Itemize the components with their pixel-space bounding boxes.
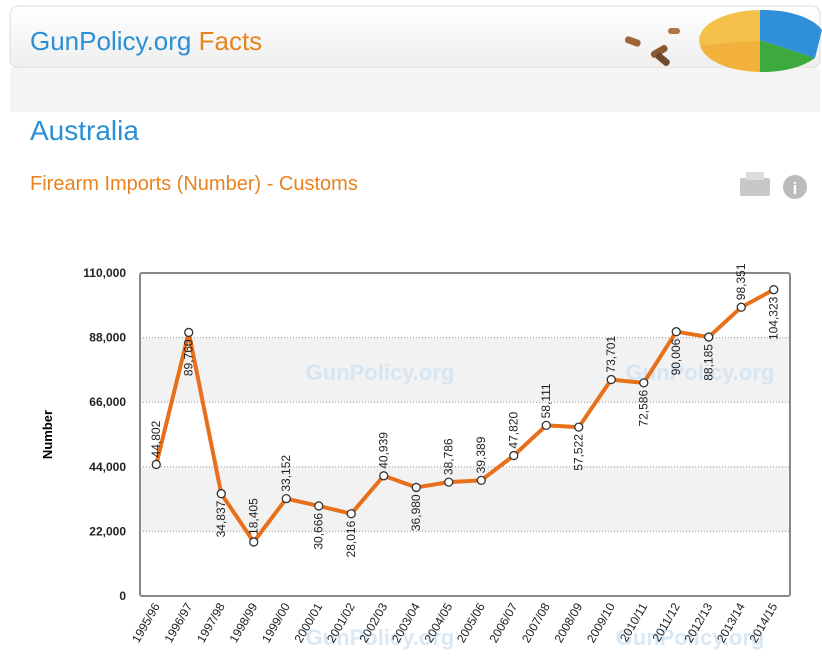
y-axis-label: Number: [40, 410, 55, 459]
x-tick-label: 2007/08: [519, 600, 553, 645]
data-label: 90,006: [669, 338, 683, 375]
data-label: 33,152: [279, 455, 293, 492]
data-point: [769, 285, 779, 295]
site-name: GunPolicy.org: [30, 26, 191, 56]
chart: 0 22,000 44,000 66,000 88,000 110,000 Number Gu…: [40, 263, 791, 650]
x-tick-label: 2006/07: [487, 600, 521, 645]
watermark: GunPolicy.org: [306, 360, 455, 385]
data-point: [184, 327, 194, 338]
data-label: 38,786: [442, 438, 456, 475]
x-tick-label: 1999/00: [259, 600, 293, 645]
y-tick-label: 44,000: [89, 460, 126, 474]
site-suffix: Facts: [199, 26, 263, 56]
data-point: [476, 475, 486, 485]
logo-art: [624, 9, 822, 73]
chart-subtitle: Firearm Imports (Number) - Customs: [30, 173, 358, 195]
data-label: 39,389: [474, 436, 488, 473]
data-point: [541, 420, 551, 431]
y-tick-label: 110,000: [83, 266, 126, 280]
data-label: 104,323: [767, 296, 781, 340]
x-tick-label: 2009/10: [584, 600, 618, 645]
data-point: [411, 482, 421, 493]
data-label: 89,760: [182, 339, 196, 376]
data-label: 98,351: [734, 263, 748, 300]
data-point: [346, 509, 356, 519]
y-tick-label: 66,000: [89, 395, 126, 409]
grid-band: [140, 466, 790, 532]
data-point: [606, 374, 616, 385]
data-point: [509, 450, 519, 461]
info-icon[interactable]: i: [783, 175, 807, 199]
x-tick-label: 2008/09: [552, 600, 586, 645]
data-label: 36,980: [409, 494, 423, 531]
data-line: [154, 287, 775, 544]
x-tick-label: 1995/96: [129, 600, 163, 645]
data-point: [639, 378, 649, 388]
x-tick-label: 1997/98: [194, 600, 228, 645]
data-label: 28,016: [344, 520, 358, 557]
svg-text:i: i: [793, 179, 798, 198]
data-label: 73,701: [604, 336, 618, 373]
data-label: 40,939: [377, 432, 391, 469]
data-point: [379, 471, 389, 481]
data-label: 47,820: [507, 412, 521, 449]
country-title: Australia: [30, 115, 139, 146]
data-point: [216, 489, 226, 499]
data-point: [249, 537, 259, 547]
data-label: 30,666: [312, 513, 326, 550]
data-label: 88,185: [702, 344, 716, 381]
data-point: [151, 459, 161, 470]
plot-area: [140, 273, 790, 596]
header-strip: [10, 68, 820, 112]
y-tick-label: 88,000: [89, 331, 126, 345]
x-tick-label: 1996/97: [162, 600, 196, 645]
data-point: [314, 501, 324, 511]
data-point: [281, 494, 291, 504]
data-point: [574, 422, 584, 432]
data-label: 18,405: [247, 498, 261, 535]
watermark: GunPolicy.org: [306, 625, 455, 650]
data-point: [704, 332, 714, 342]
data-point: [736, 302, 746, 312]
plot-border: [139, 272, 791, 597]
x-tick-label: 1998/99: [227, 600, 261, 645]
data-label: 34,837: [214, 500, 228, 537]
data-label: 57,522: [572, 434, 586, 471]
data-point: [671, 327, 681, 337]
site-title: GunPolicy.org Facts: [30, 26, 262, 56]
y-tick-label: 0: [119, 589, 126, 603]
x-tick-label: 2005/06: [454, 600, 488, 645]
data-label: 58,111: [539, 383, 553, 418]
print-icon[interactable]: [740, 172, 770, 196]
y-tick-label: 22,000: [89, 524, 126, 538]
grid-band: [140, 337, 790, 403]
data-label: 72,586: [637, 390, 651, 427]
data-label: 44,802: [149, 420, 163, 457]
data-point: [444, 477, 454, 487]
watermark: GunPolicy.org: [616, 625, 765, 650]
